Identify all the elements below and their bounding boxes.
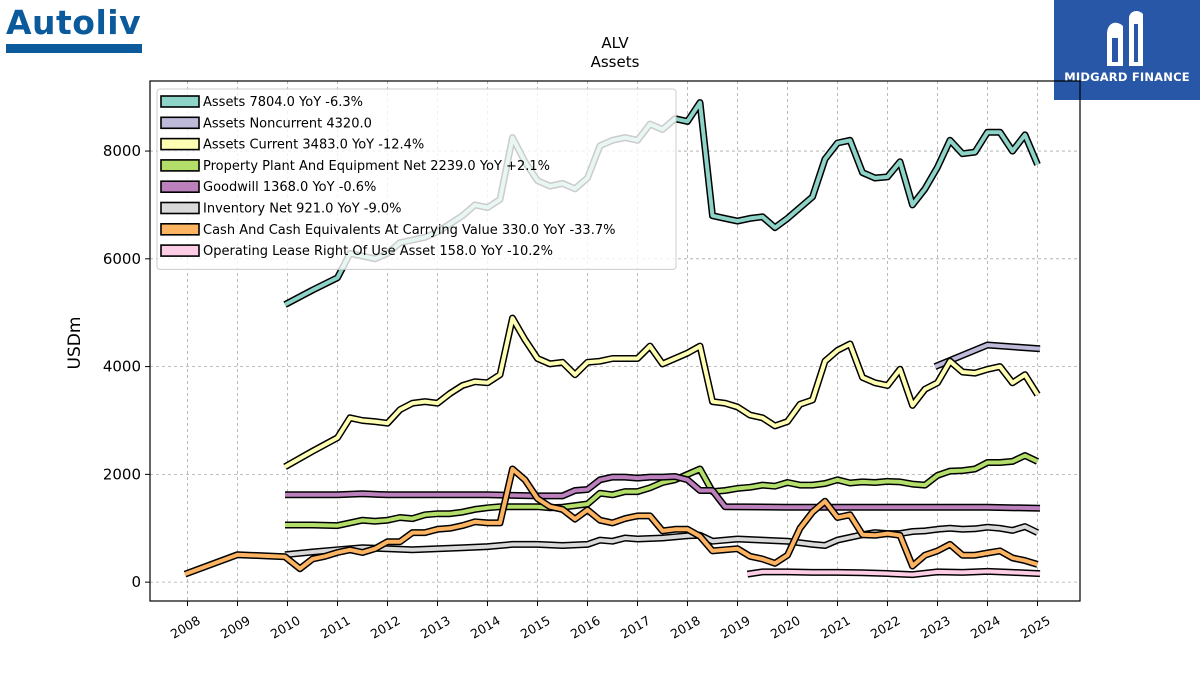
legend-item: Assets 7804.0 YoY -6.3% <box>160 95 363 110</box>
series-property-plant-and-equipment-net <box>285 452 1039 530</box>
chart-subtitle: Assets <box>591 53 640 71</box>
series-line-outline <box>285 452 1039 530</box>
legend-item: Operating Lease Right Of Use Asset 158.0… <box>160 244 553 259</box>
midgard-finance-text: MIDGARD FINANCE <box>1064 70 1190 84</box>
legend-label: Property Plant And Equipment Net 2239.0 … <box>203 159 550 174</box>
legend-label: Operating Lease Right Of Use Asset 158.0… <box>203 244 553 259</box>
series-line <box>747 569 1041 577</box>
x-tick-label: 2018 <box>668 613 703 642</box>
legend-item: Property Plant And Equipment Net 2239.0 … <box>160 159 550 174</box>
series-line <box>284 316 1040 469</box>
legend-item: Cash And Cash Equivalents At Carrying Va… <box>160 223 615 238</box>
legend-box <box>156 88 677 270</box>
midgard-finance-logo: MIDGARD FINANCE <box>1054 0 1200 100</box>
legend-label: Assets Noncurrent 4320.0 <box>203 116 372 131</box>
legend-label: Assets Current 3483.0 YoY -12.4% <box>203 138 424 153</box>
legend-label: Assets 7804.0 YoY -6.3% <box>203 95 363 110</box>
x-tick-label: 2014 <box>468 613 503 642</box>
x-tick-label: 2013 <box>418 613 453 642</box>
x-tick-label: 2012 <box>368 613 403 642</box>
legend-label: Goodwill 1368.0 YoY -0.6% <box>203 180 376 195</box>
legend-swatch <box>160 244 200 257</box>
autoliv-logo-bar <box>6 44 142 53</box>
autoliv-logo-text: Autoliv <box>6 3 142 42</box>
y-axis-label: USDm <box>65 317 85 370</box>
series-line <box>284 524 1039 557</box>
x-tick-label: 2011 <box>318 613 353 642</box>
x-tick-label: 2025 <box>1018 613 1053 642</box>
series-line <box>285 474 1041 511</box>
series-line <box>184 467 1039 576</box>
legend-item: Assets Noncurrent 4320.0 <box>160 116 372 131</box>
x-tick-label: 2020 <box>768 613 803 642</box>
plot-frame <box>149 80 1081 602</box>
y-tick-label: 6000 <box>103 250 141 268</box>
legend-item: Goodwill 1368.0 YoY -0.6% <box>160 180 376 195</box>
chart-title: ALV <box>601 34 629 52</box>
series-operating-lease-right-of-use-asset <box>746 567 1041 579</box>
y-tick-label: 4000 <box>103 358 141 376</box>
x-tick-label: 2015 <box>518 613 553 642</box>
x-tick-label: 2024 <box>968 613 1003 642</box>
x-tick-label: 2016 <box>568 613 603 642</box>
y-tick-label: 0 <box>131 573 141 591</box>
x-tick-label: 2010 <box>268 613 303 642</box>
series-assets-current <box>283 314 1041 470</box>
x-tick-label: 2009 <box>218 613 253 642</box>
legend-label: Cash And Cash Equivalents At Carrying Va… <box>203 223 615 238</box>
legend-item: Assets Current 3483.0 YoY -12.4% <box>160 137 424 153</box>
x-tick-label: 2019 <box>718 613 753 642</box>
x-tick-label: 2023 <box>918 613 953 642</box>
legend-swatch <box>160 95 200 108</box>
legend-item: Inventory Net 921.0 YoY -9.0% <box>160 201 402 217</box>
legend: Assets 7804.0 YoY -6.3% Assets Noncurrent… <box>156 88 677 270</box>
series-cash-and-cash-equivalents-at-carrying-value <box>183 465 1039 578</box>
legend-label: Inventory Net 921.0 YoY -9.0% <box>203 202 402 217</box>
autoliv-logo: Autoliv <box>6 4 142 53</box>
series-goodwill <box>285 473 1041 512</box>
x-tick-label: 2021 <box>818 613 853 642</box>
legend-swatch <box>160 201 200 215</box>
legend-swatch <box>160 159 200 172</box>
legend-swatch <box>160 137 200 151</box>
x-tick-label: 2008 <box>168 613 203 642</box>
legend-swatch <box>160 180 200 193</box>
x-tick-label: 2022 <box>868 613 903 642</box>
y-tick-label: 8000 <box>103 142 141 160</box>
midgard-emblem-icon <box>1107 11 1143 67</box>
legend-swatch <box>160 116 200 130</box>
legend-swatch <box>160 223 200 236</box>
x-tick-label: 2017 <box>618 613 653 642</box>
y-tick-label: 2000 <box>103 465 141 483</box>
series-inventory-net <box>284 523 1040 559</box>
